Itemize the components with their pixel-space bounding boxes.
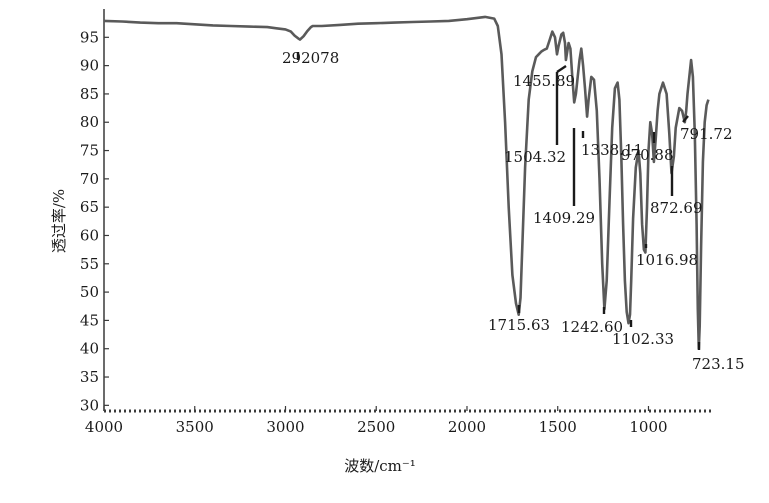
x-tick-label: 3500 [176,418,214,436]
y-tick-label: 45 [80,311,99,329]
peak-label: 872.69 [650,199,703,217]
y-tick-label: 75 [80,142,99,160]
y-tick-label: 85 [80,85,99,103]
x-tick-label: 1500 [539,418,577,436]
y-tick-label: 70 [80,170,99,188]
y-tick-label: 80 [80,113,99,131]
x-axis-title: 波数/cm⁻¹ [344,457,416,475]
series-layer [103,15,710,350]
peak-leader-line [556,65,567,73]
y-tick-label: 95 [80,28,99,46]
peak-label: 1338.11 [581,141,643,159]
x-tick-label: 2000 [448,418,486,436]
y-tick-label: 50 [80,283,99,301]
peak-label: 970.88 [621,146,674,164]
x-tick-label: 2500 [357,418,395,436]
peak-label: 1016.98 [636,251,698,269]
y-tick-label: 35 [80,368,99,386]
x-tick-label: 4000 [85,418,123,436]
peak-label: 1715.63 [488,316,550,334]
y-tick-label: 40 [80,340,99,358]
y-axis-title: 透过率/% [50,189,68,253]
y-tick-label: 55 [80,255,99,273]
axes-layer: 30 35 40 45 50 55 60 65 70 75 80 85 90 95 4000 3500 3000… [80,9,712,436]
peak-label: 723.15 [692,355,745,373]
peak-label: 1102.33 [612,330,674,348]
peak-label: 791.72 [680,125,733,143]
peak-label: 292078 [282,49,339,67]
x-tick-label: 1000 [629,418,667,436]
peak-label: 1504.32 [504,148,566,166]
x-tick-label: 3000 [266,418,304,436]
y-tick-label: 90 [80,57,99,75]
peak-leader-line [682,115,689,123]
peak-label: 1409.29 [533,209,595,227]
y-tick-label: 60 [80,226,99,244]
peak-label: 1455.89 [513,72,575,90]
y-tick-label: 30 [80,396,99,414]
spectrum-line [103,15,710,350]
peak-label: 1242.60 [561,318,623,336]
y-tick-label: 65 [80,198,99,216]
